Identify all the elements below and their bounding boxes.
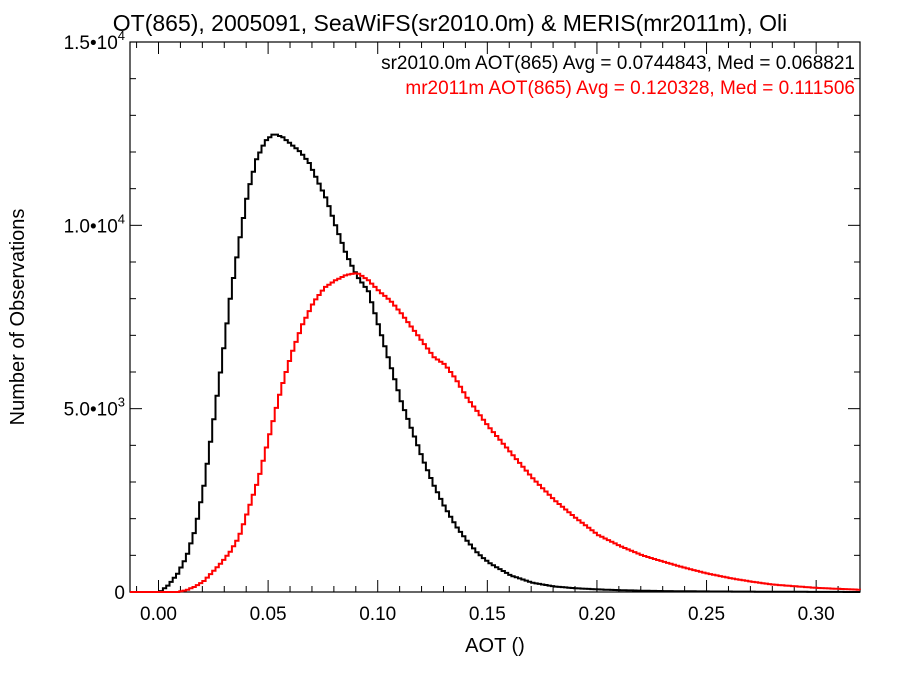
y-tick-label: 1.5•104 [64, 28, 125, 54]
y-tick-label: 1.0•104 [64, 211, 125, 237]
axis-ticks [130, 41, 861, 593]
x-axis-label: AOT () [465, 635, 525, 657]
x-tick-label: 0.15 [469, 604, 506, 625]
y-tick-labels: 0 5.0•103 1.0•104 1.5•104 [64, 28, 125, 604]
y-axis-label: Number of Observations [7, 209, 29, 426]
y-tick-label: 0 [114, 583, 125, 604]
chart-title: OT(865), 2005091, SeaWiFS(sr2010.0m) & M… [113, 10, 787, 36]
legend-entry-mr2011: mr2011m AOT(865) Avg = 0.120328, Med = 0… [405, 78, 855, 99]
series-lines [130, 133, 861, 593]
series-line-mr2011m [130, 272, 861, 593]
y-tick-label: 5.0•103 [64, 395, 125, 421]
x-tick-label: 0.20 [578, 604, 615, 625]
legend-entry-sr2010: sr2010.0m AOT(865) Avg = 0.0744843, Med … [381, 53, 855, 74]
series-line-sr2010.0m [130, 133, 860, 593]
x-tick-label: 0.25 [688, 604, 725, 625]
x-tick-label: 0.30 [798, 604, 835, 625]
x-tick-label: 0.05 [250, 604, 287, 625]
x-tick-label: 0.10 [359, 604, 396, 625]
x-tick-label: 0.00 [140, 604, 177, 625]
plot-frame [129, 41, 861, 593]
x-tick-labels: 0.00 0.05 0.10 0.15 0.20 0.25 0.30 [140, 604, 835, 625]
